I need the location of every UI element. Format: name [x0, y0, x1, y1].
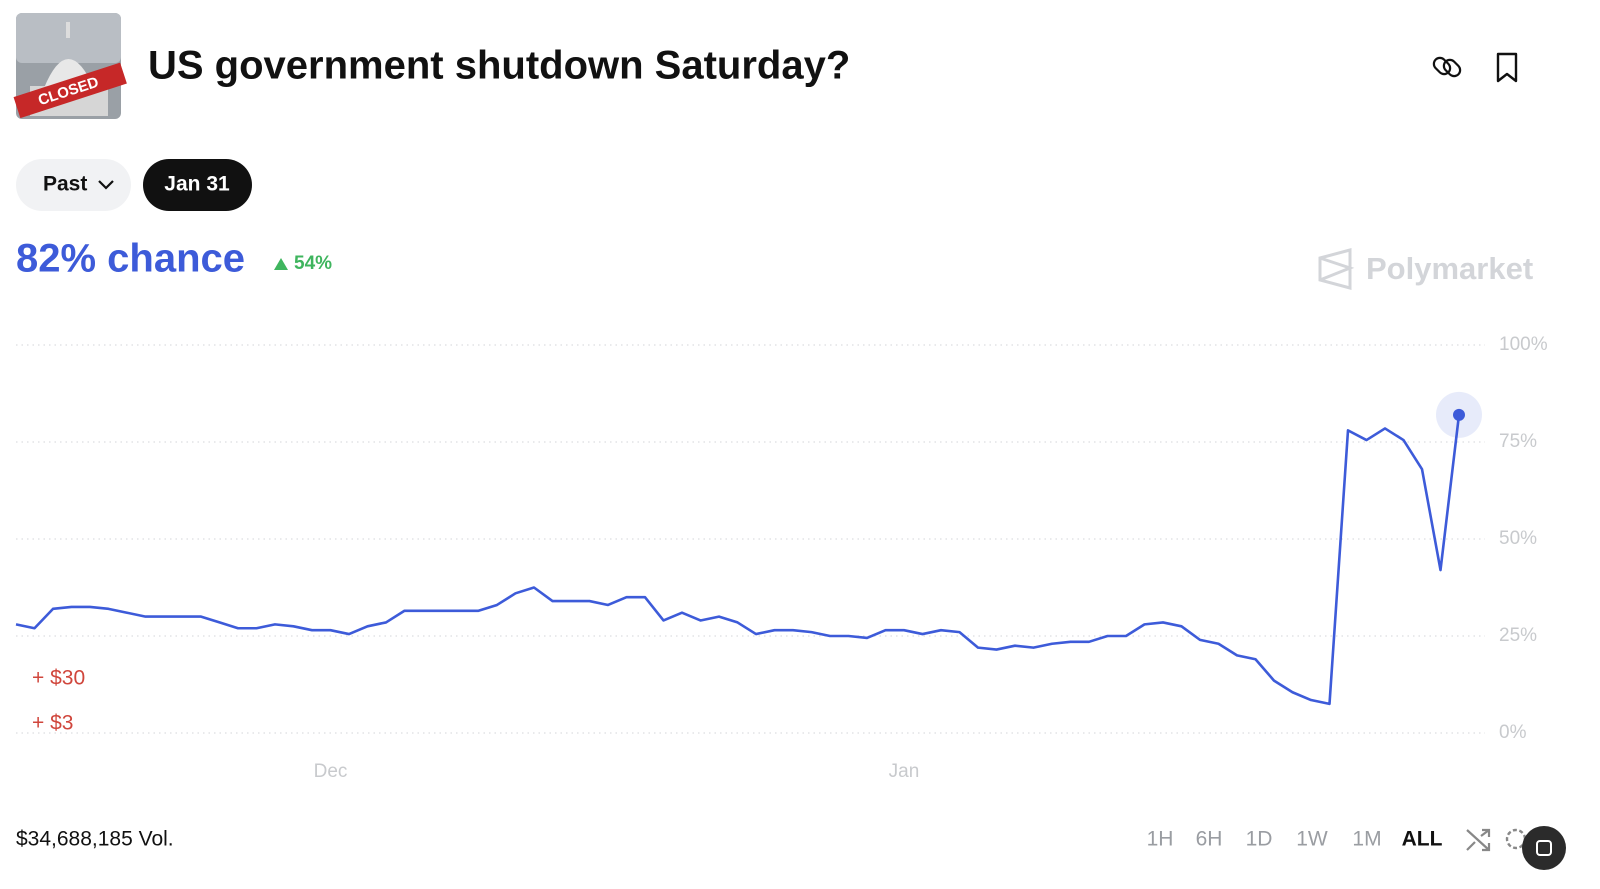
link-icon[interactable]: [1431, 55, 1462, 78]
bookmark-icon[interactable]: [1496, 52, 1518, 83]
past-label: Past: [43, 173, 87, 196]
market-title: US government shutdown Saturday?: [148, 44, 850, 88]
range-button[interactable]: ALL: [1402, 828, 1443, 851]
price-line: [15, 414, 1461, 706]
floating-icon: [1536, 840, 1552, 856]
range-button[interactable]: 1M: [1352, 828, 1381, 851]
floating-button[interactable]: [1522, 826, 1566, 870]
y-tick-label: 50%: [1499, 528, 1537, 549]
market-image: CLOSED: [13, 13, 127, 119]
y-tick-label: 75%: [1499, 431, 1537, 452]
watermark-logo: [1318, 248, 1355, 290]
range-button[interactable]: 1W: [1296, 828, 1328, 851]
volume: $34,688,185 Vol.: [16, 828, 174, 851]
change-label: 54%: [294, 253, 332, 274]
trade-annotation: + $30: [32, 667, 85, 690]
range-button[interactable]: 1D: [1246, 828, 1273, 851]
chart: 0% 25% 50% 75% 100% Dec Jan + $30 + $3: [15, 334, 1548, 782]
y-tick-label: 0%: [1499, 722, 1527, 743]
y-tick-label: 25%: [1499, 625, 1537, 646]
x-tick-label: Jan: [889, 761, 920, 782]
last-point: [1453, 408, 1465, 421]
y-tick-label: 100%: [1499, 334, 1548, 355]
x-tick-label: Dec: [314, 761, 348, 782]
range-selector: 1H 6H 1D 1W 1M ALL: [1147, 828, 1443, 851]
range-button[interactable]: 1H: [1147, 828, 1174, 851]
watermark: Polymarket: [1366, 251, 1533, 286]
date-button[interactable]: Jan 31: [143, 159, 252, 211]
date-label: Jan 31: [164, 173, 230, 196]
shuffle-icon[interactable]: [1466, 828, 1491, 852]
past-button[interactable]: Past: [16, 159, 131, 211]
range-button[interactable]: 6H: [1196, 828, 1223, 851]
change-arrow: [274, 258, 288, 270]
chance-label: 82% chance: [16, 237, 245, 281]
trade-annotation: + $3: [32, 712, 73, 735]
